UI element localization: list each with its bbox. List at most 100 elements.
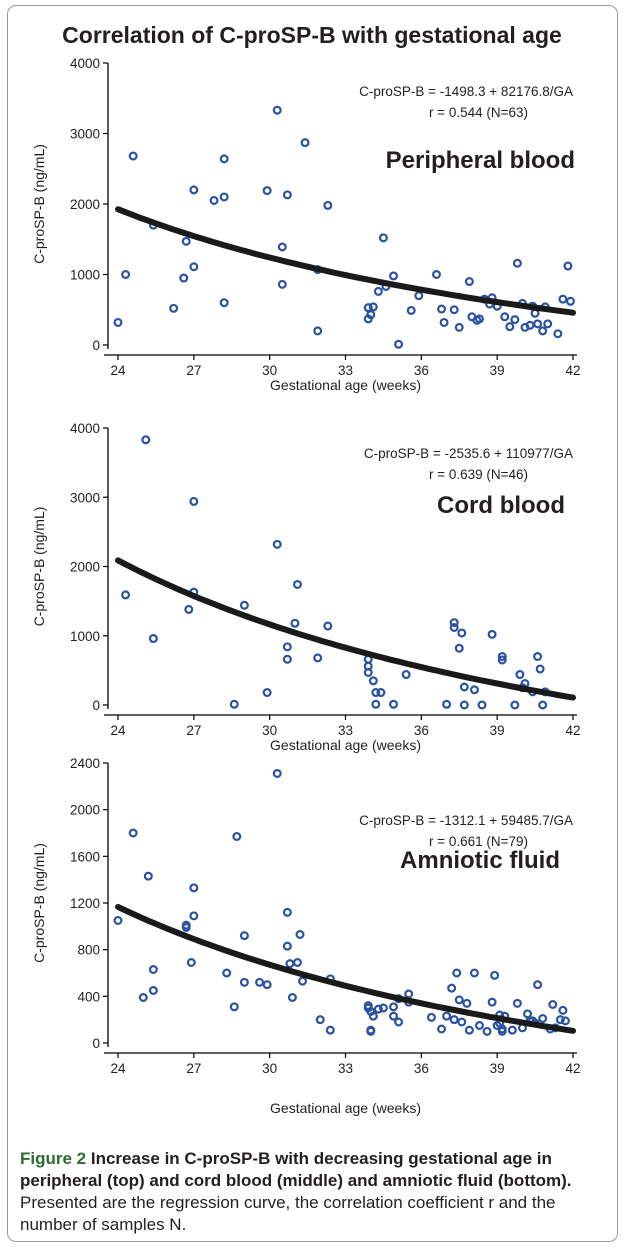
data-point xyxy=(404,989,414,999)
data-point xyxy=(464,1025,474,1035)
y-tick-label: 0 xyxy=(92,1036,100,1051)
figure-title: Correlation of C-proSP-B with gestationa… xyxy=(62,22,562,48)
data-point xyxy=(239,977,249,987)
caption-bold-text: Increase in C-proSP-B with decreasing ge… xyxy=(20,1149,572,1190)
data-point xyxy=(505,322,515,332)
data-point xyxy=(189,185,199,195)
y-axis-title: C-proSP-B (ng/mL) xyxy=(31,843,47,963)
data-point xyxy=(500,312,510,322)
data-point xyxy=(186,957,196,967)
data-point xyxy=(277,242,287,252)
data-point xyxy=(295,929,305,939)
y-tick-label: 1600 xyxy=(70,849,100,864)
regression-curve xyxy=(115,206,576,316)
correlation-stats: r = 0.639 (N=46) xyxy=(429,467,528,482)
y-tick-label: 1000 xyxy=(70,629,100,644)
data-point xyxy=(128,828,138,838)
y-tick-label: 0 xyxy=(92,698,100,713)
data-point xyxy=(442,1011,452,1021)
data-point xyxy=(232,831,242,841)
data-point xyxy=(189,262,199,272)
x-tick-label: 36 xyxy=(414,1061,429,1076)
data-point xyxy=(406,305,416,315)
data-point xyxy=(414,291,424,301)
data-point xyxy=(148,964,158,974)
y-tick-label: 400 xyxy=(77,989,100,1004)
data-point xyxy=(454,643,464,653)
data-point xyxy=(533,652,543,662)
data-point xyxy=(538,1013,548,1023)
x-tick-label: 33 xyxy=(338,1061,353,1076)
data-point xyxy=(262,688,272,698)
data-point xyxy=(459,682,469,692)
data-point xyxy=(389,1011,399,1021)
data-point xyxy=(512,258,522,268)
x-tick-label: 39 xyxy=(490,1061,505,1076)
data-point xyxy=(555,1015,565,1025)
x-axis-title: Gestational age (weeks) xyxy=(270,737,421,753)
data-point xyxy=(128,151,138,161)
data-point xyxy=(277,279,287,289)
y-tick-label: 2000 xyxy=(70,560,100,575)
data-point xyxy=(474,314,484,324)
x-axis-title: Gestational age (weeks) xyxy=(270,1100,421,1116)
data-point xyxy=(373,286,383,296)
data-point xyxy=(368,1011,378,1021)
y-tick-label: 3000 xyxy=(70,127,100,142)
x-tick-label: 27 xyxy=(186,363,201,378)
chart-panel-1: 0 1000 2000 3000 4000 24 27 30 33 36 39 42 Gestation… xyxy=(31,56,581,393)
data-point xyxy=(219,192,229,202)
data-point xyxy=(462,998,472,1008)
y-tick-label: 2400 xyxy=(70,756,100,771)
data-point xyxy=(565,296,575,306)
data-point xyxy=(558,1005,568,1015)
data-point xyxy=(449,305,459,315)
figure-frame xyxy=(7,5,618,1242)
y-tick-label: 3000 xyxy=(70,490,100,505)
correlation-stats: r = 0.661 (N=79) xyxy=(429,834,528,849)
y-tick-label: 2000 xyxy=(70,803,100,818)
data-point xyxy=(449,1015,459,1025)
data-point xyxy=(169,303,179,313)
data-point xyxy=(449,622,459,632)
data-point xyxy=(376,688,386,698)
x-tick-label: 42 xyxy=(565,1061,580,1076)
x-tick-label: 24 xyxy=(110,363,126,378)
data-point xyxy=(229,699,239,709)
data-point xyxy=(368,676,378,686)
regression-equation: C-proSP-B = -2535.6 + 110977/GA xyxy=(364,446,573,461)
x-tick-label: 39 xyxy=(490,363,505,378)
data-point xyxy=(219,298,229,308)
data-point xyxy=(323,621,333,631)
data-point xyxy=(229,1002,239,1012)
y-tick-label: 4000 xyxy=(70,421,100,436)
data-point xyxy=(442,699,452,709)
data-point xyxy=(113,317,123,327)
data-point xyxy=(469,968,479,978)
y-tick-label: 4000 xyxy=(70,56,100,71)
data-point xyxy=(272,539,282,549)
chart-panel-3: 0 400 800 1200 1600 2000 2400 24 27 30 33 36 39 42 Ges… xyxy=(31,756,581,1116)
data-point xyxy=(563,261,573,271)
data-point xyxy=(533,319,543,329)
data-point xyxy=(366,1026,376,1036)
data-point xyxy=(522,1009,532,1019)
data-point xyxy=(366,310,376,320)
data-point xyxy=(189,496,199,506)
data-point xyxy=(219,154,229,164)
data-point xyxy=(282,907,292,917)
data-point xyxy=(439,317,449,327)
data-point xyxy=(148,634,158,644)
data-point xyxy=(325,1025,335,1035)
data-point xyxy=(497,655,507,665)
regression-curve xyxy=(115,557,576,701)
data-point xyxy=(292,957,302,967)
data-point xyxy=(300,138,310,148)
data-point xyxy=(143,871,153,881)
panel-title: Cord blood xyxy=(437,492,565,519)
data-point xyxy=(272,768,282,778)
data-point xyxy=(507,1025,517,1035)
data-point xyxy=(255,977,265,987)
data-point xyxy=(323,200,333,210)
data-point xyxy=(138,992,148,1002)
